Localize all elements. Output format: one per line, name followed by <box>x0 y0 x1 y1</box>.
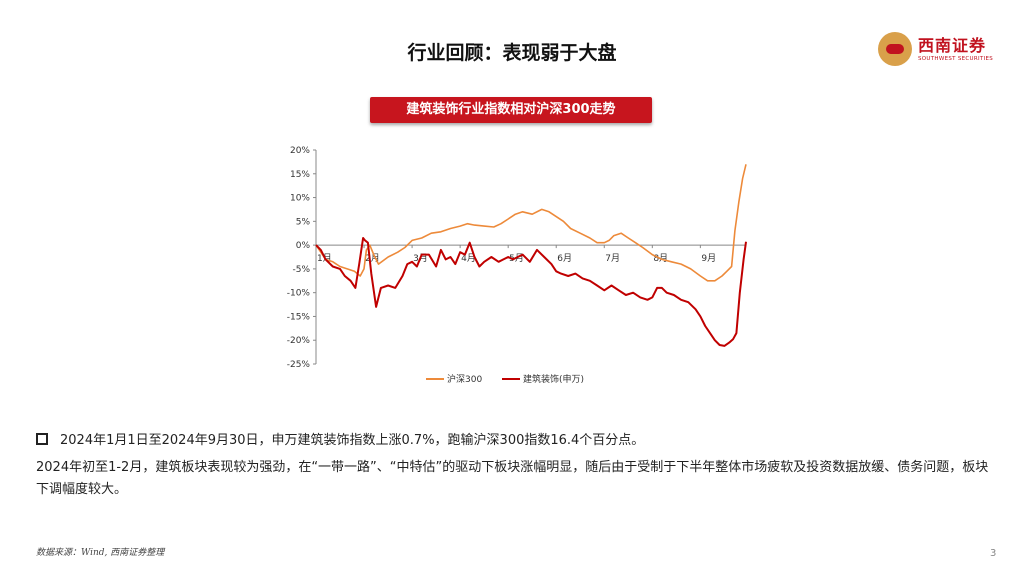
summary-note: 2024年1月1日至2024年9月30日，申万建筑装饰指数上涨0.7%，跑输沪深… <box>36 430 644 452</box>
chart-title-banner: 建筑装饰行业指数相对沪深300走势 <box>370 97 652 123</box>
page-title: 行业回顾：表现弱于大盘 <box>407 42 617 64</box>
legend-label: 沪深300 <box>447 373 482 385</box>
y-tick-label: 5% <box>296 217 311 227</box>
line-chart: 20% 15% 10% 5% 0% -5% -10% -15% -20% -25% 1月 2月 3月 4月… <box>270 138 770 398</box>
y-tick-label: -15% <box>287 312 311 322</box>
series-line-hs300 <box>315 164 747 282</box>
logo-english-name: SOUTHWEST SECURITIES <box>918 56 994 62</box>
y-tick-label: 0% <box>296 241 311 251</box>
company-logo: 西南证券 SOUTHWEST SECURITIES <box>878 30 998 72</box>
y-tick-label: -25% <box>287 360 311 370</box>
x-tick-label: 4月 <box>461 253 476 264</box>
y-tick-label: -20% <box>287 336 311 346</box>
x-tick-label: 7月 <box>605 253 620 264</box>
y-tick-label: 20% <box>290 146 310 156</box>
detail-note: 2024年初至1-2月，建筑板块表现较为强劲，在“一带一路”、“中特估”的驱动下… <box>36 460 989 497</box>
y-tick-label: -5% <box>292 265 310 275</box>
legend-label: 建筑装饰(申万) <box>523 373 584 385</box>
y-tick-label: 15% <box>290 170 310 180</box>
logo-chinese-name: 西南证券 <box>918 36 987 55</box>
x-tick-label: 2月 <box>365 253 380 264</box>
series-line-construction <box>315 237 747 347</box>
x-tick-label: 6月 <box>557 253 572 264</box>
logo-emblem-icon <box>878 32 912 66</box>
square-bullet-icon <box>36 432 48 445</box>
y-tick-label: 10% <box>290 194 310 204</box>
x-tick-label: 9月 <box>701 253 716 264</box>
y-tick-label: -10% <box>287 289 311 299</box>
summary-text: 2024年1月1日至2024年9月30日，申万建筑装饰指数上涨0.7%，跑输沪深… <box>60 433 645 448</box>
chart-svg: 20%15%10%5%0%-5%-10%-15%-20%-25%1月 2月 3月 4月… <box>287 146 747 385</box>
page-number: 3 <box>990 548 997 559</box>
data-source: 数据来源：Wind, 西南证券整理 <box>36 548 165 558</box>
